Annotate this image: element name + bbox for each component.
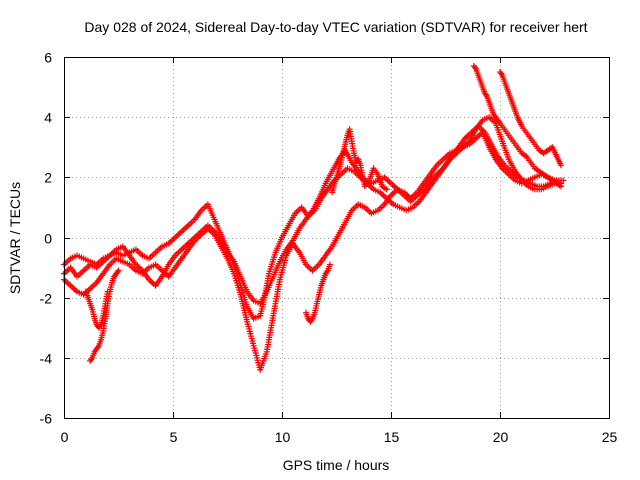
x-axis-label: GPS time / hours [283, 457, 390, 473]
data-point [560, 177, 567, 184]
series-peak-near-19h [470, 63, 565, 190]
series-branch-near-2h [82, 288, 111, 331]
y-tick-label: -6 [40, 411, 53, 427]
data-point [104, 288, 111, 295]
y-axis-label: SDTVAR / TECUs [7, 182, 23, 294]
x-tick-label: 25 [602, 429, 618, 445]
data-point [558, 162, 565, 169]
y-tick-label: 2 [44, 170, 52, 186]
x-tick-label: 20 [493, 429, 509, 445]
x-tick-label: 15 [384, 429, 400, 445]
x-tick-label: 0 [61, 429, 69, 445]
data-point [115, 267, 122, 274]
x-tick-label: 10 [275, 429, 291, 445]
data-point [558, 183, 565, 190]
data-points [61, 63, 567, 373]
series-dip-near-11h [302, 261, 333, 325]
data-point [383, 186, 390, 193]
y-tick-label: -2 [40, 291, 53, 307]
data-point [326, 261, 333, 268]
x-tick-label: 5 [170, 429, 178, 445]
series-high-track-near-20h [497, 69, 565, 169]
series-track-3 [61, 114, 565, 307]
y-tick-label: 0 [44, 231, 52, 247]
series-spike-near-13h [329, 126, 390, 196]
y-tick-label: -4 [40, 351, 53, 367]
chart-title: Day 028 of 2024, Sidereal Day-to-day VTE… [84, 19, 587, 35]
y-tick-label: 4 [44, 110, 52, 126]
axis-ticks: 0 5 10 15 20 25 -6 -4 -2 0 2 4 6 [40, 50, 618, 446]
y-tick-label: 6 [44, 50, 52, 66]
